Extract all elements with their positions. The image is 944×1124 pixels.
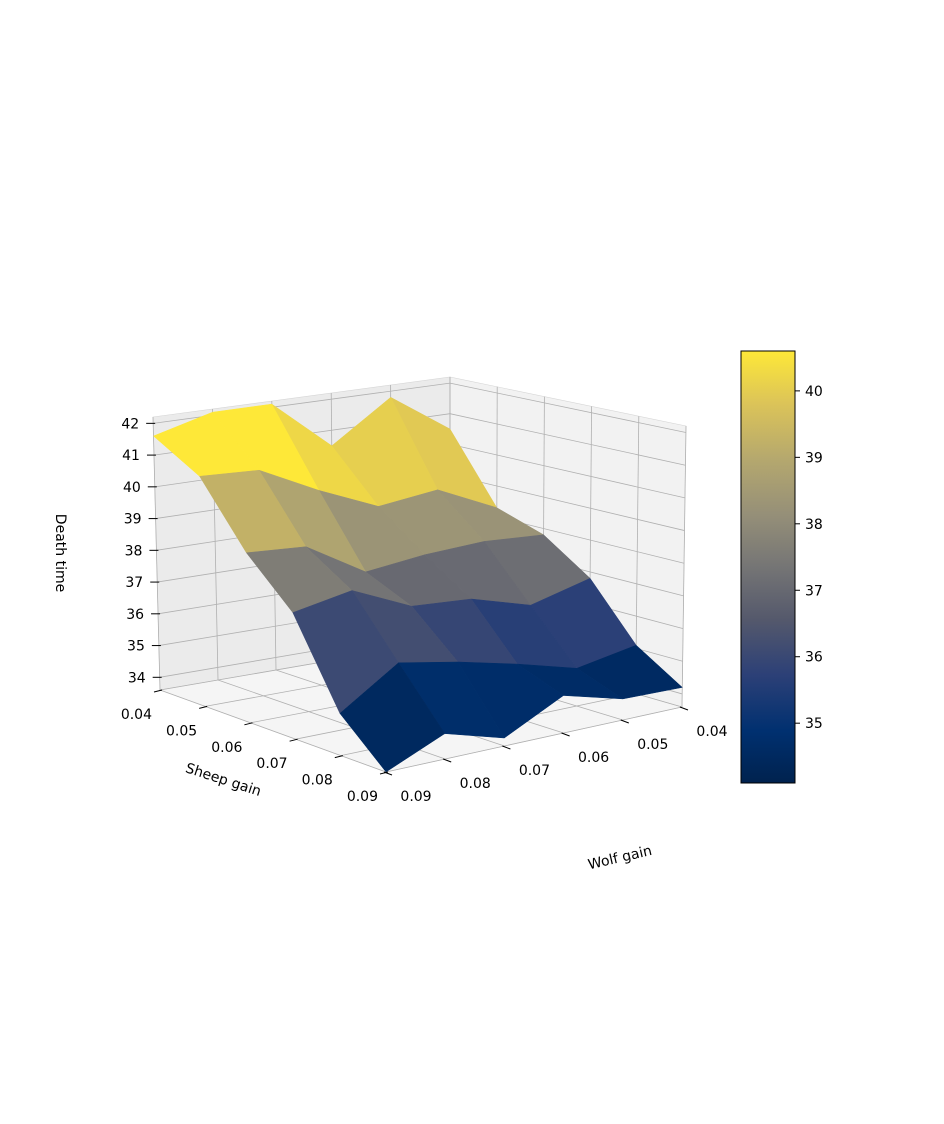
z-axis-label: Death time <box>52 514 68 592</box>
z-tick-label: 40 <box>123 480 141 496</box>
gridline <box>449 382 686 433</box>
tick-mark <box>379 771 389 775</box>
colorbar-tick-label: 40 <box>805 384 823 400</box>
surface-patches <box>153 397 683 773</box>
sheep-tick-label: 0.07 <box>256 756 287 772</box>
tick-mark <box>620 719 629 724</box>
tick-mark <box>561 732 570 737</box>
gridline <box>385 706 683 773</box>
gridline <box>159 689 387 773</box>
gridline <box>449 474 685 531</box>
sheep-tick-label: 0.05 <box>166 723 197 739</box>
tick-mark <box>244 722 253 726</box>
sheep-tick-label: 0.06 <box>211 740 242 756</box>
tick-mark <box>502 745 511 750</box>
tick-mark <box>334 755 343 759</box>
wolf-tick-label: 0.06 <box>578 750 609 766</box>
colorbar: 35 36 37 38 39 40 <box>740 350 823 784</box>
z-tick-label: 41 <box>122 448 140 464</box>
z-tick-label: 36 <box>126 607 144 623</box>
z-tick-label: 35 <box>127 639 145 655</box>
z-tick-label: 39 <box>124 512 142 528</box>
gridline <box>449 413 686 466</box>
x-axis-label: Wolf gain <box>587 843 654 873</box>
wolf-tick-label: 0.05 <box>637 737 668 753</box>
colorbar-tick-label: 35 <box>805 716 823 732</box>
tick-mark <box>443 758 452 763</box>
z-tick-label: 34 <box>128 670 146 686</box>
wolf-tick-label: 0.09 <box>400 789 431 805</box>
colorbar-tick-label: 39 <box>805 450 823 466</box>
wolf-tick-label: 0.08 <box>460 776 491 792</box>
z-tick-label: 37 <box>125 575 143 591</box>
tick-mark <box>679 706 689 711</box>
sheep-tick-label: 0.04 <box>121 707 152 723</box>
wolf-tick-label: 0.07 <box>519 763 550 779</box>
gridline <box>449 443 686 499</box>
colorbar-tick-label: 38 <box>805 517 823 533</box>
tick-mark <box>153 689 163 693</box>
tick-mark <box>289 738 298 742</box>
tick-mark <box>199 705 208 709</box>
gridline <box>152 416 161 691</box>
sheep-tick-label: 0.08 <box>302 773 333 789</box>
gridline <box>681 425 687 708</box>
z-tick-label: 42 <box>121 416 139 432</box>
colorbar-tick-label: 37 <box>805 583 823 599</box>
colorbar-tick-label: 36 <box>805 650 823 666</box>
y-axis-label: Sheep gain <box>183 760 263 799</box>
colorbar-rect <box>740 350 796 784</box>
axis-ticks: 34 35 36 37 38 39 40 41 42 0.04 0.05 0.06 0.07 0.08 0.… <box>121 416 728 805</box>
tick-mark <box>383 771 393 776</box>
wolf-tick-label: 0.04 <box>696 724 727 740</box>
z-tick-label: 38 <box>125 543 143 559</box>
sheep-tick-label: 0.09 <box>347 789 378 805</box>
